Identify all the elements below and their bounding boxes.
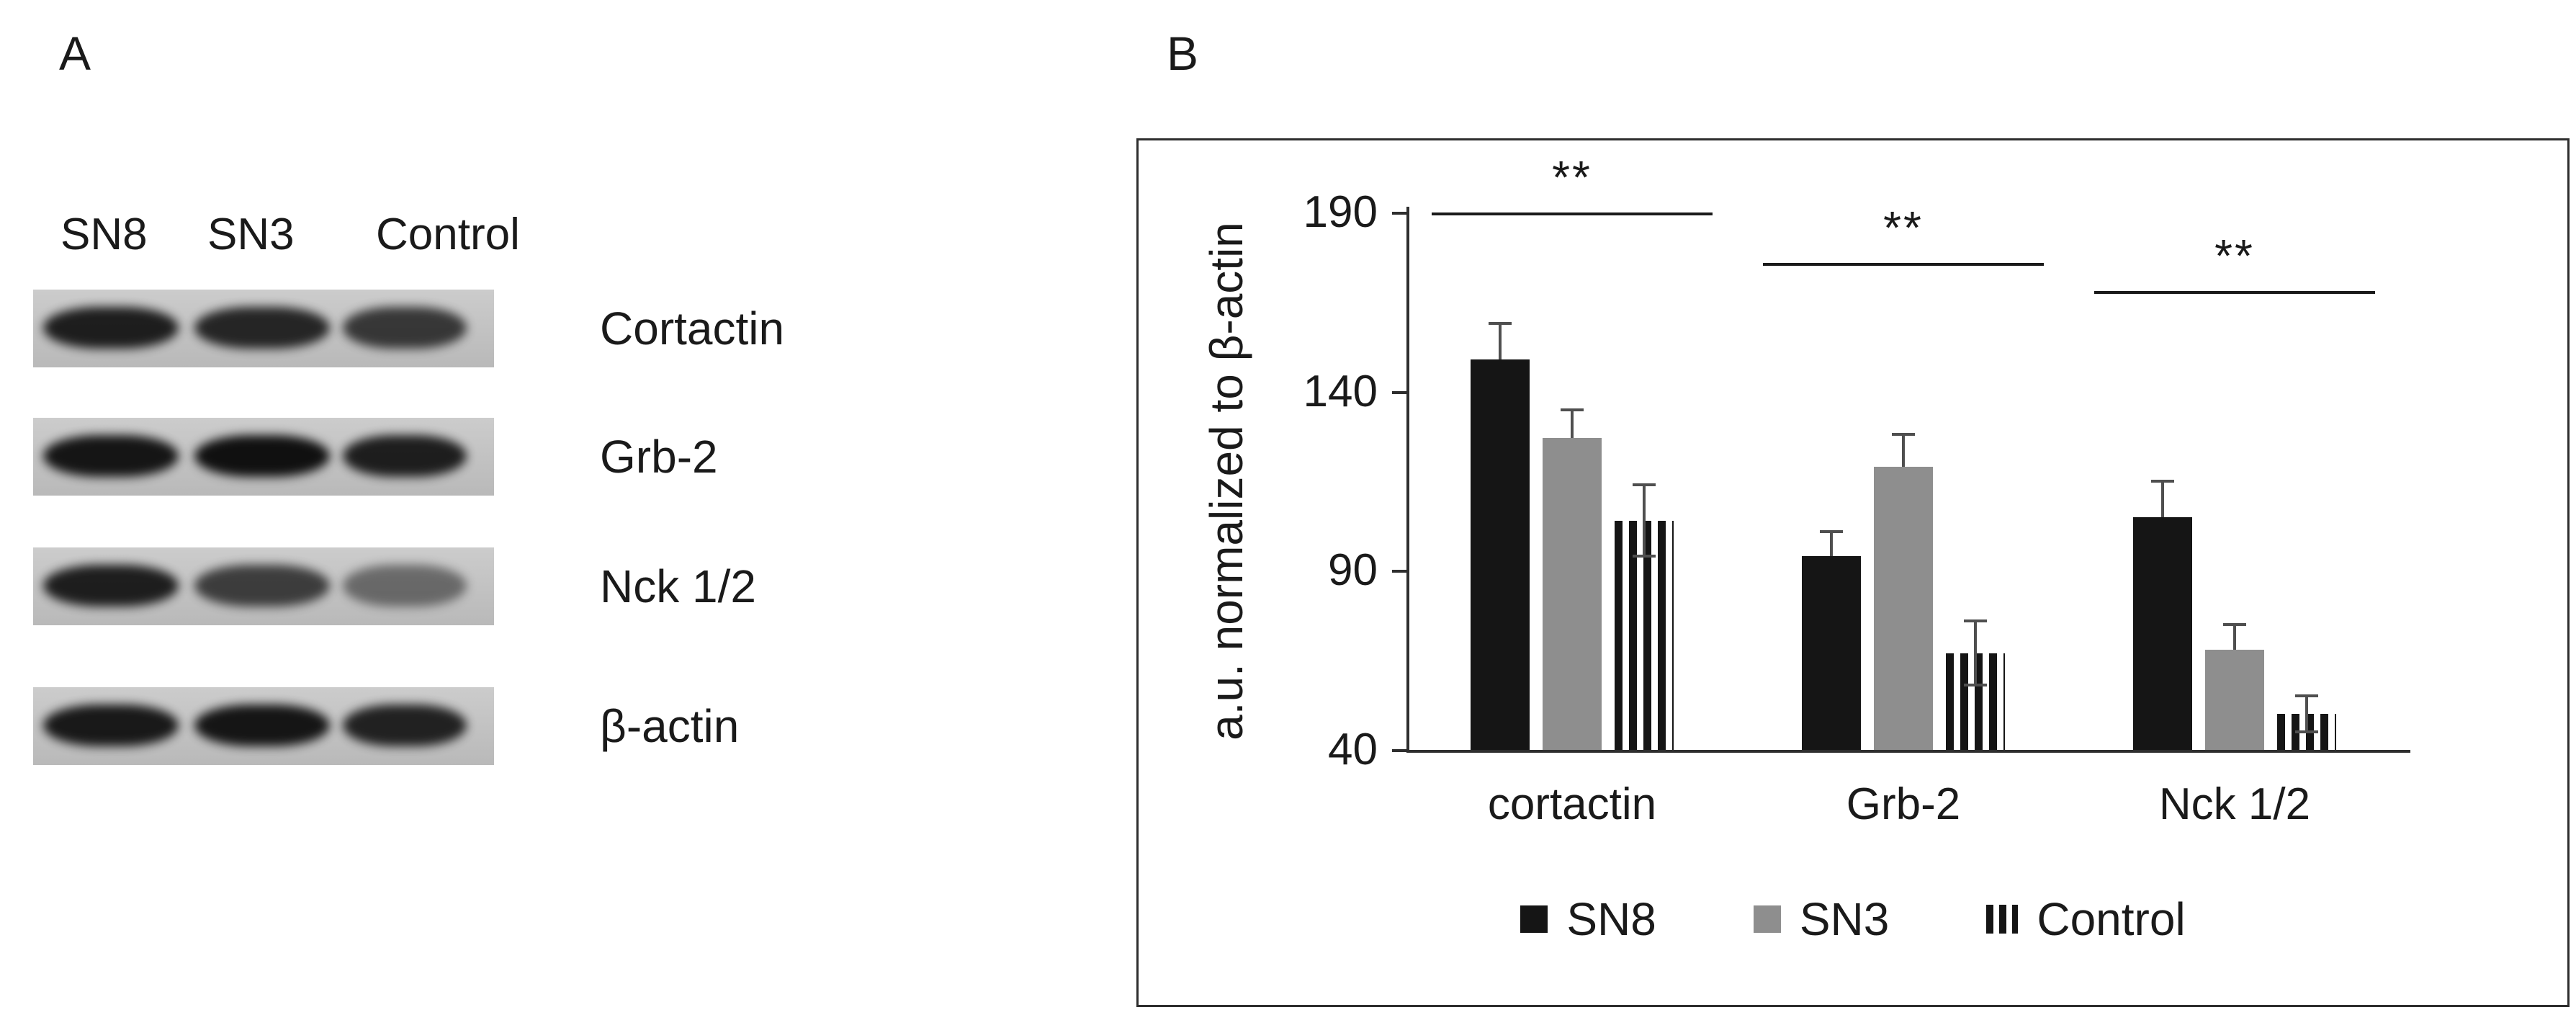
- error-bar-line: [1499, 323, 1502, 359]
- y-tick-mark: [1392, 390, 1406, 394]
- blot-row-label: β-actin: [600, 700, 740, 752]
- panel-b-label: B: [1167, 27, 1199, 80]
- error-bar-line: [1830, 531, 1833, 557]
- blot-band: [343, 704, 467, 746]
- error-bar-cap: [2295, 730, 2318, 734]
- legend-item-sn3: SN3: [1753, 892, 1890, 946]
- legend-label: SN3: [1799, 893, 1890, 945]
- blot-band: [43, 307, 179, 349]
- y-axis-line: [1406, 207, 1409, 753]
- bar-sn8-cortactin: [1471, 359, 1530, 750]
- legend-swatch-sn3: [1753, 905, 1781, 933]
- lane-label-sn3: SN3: [207, 210, 295, 259]
- error-bar-cap: [1633, 483, 1656, 486]
- y-tick-label: 90: [1328, 545, 1378, 596]
- panel-a-label: A: [59, 27, 91, 80]
- error-bar-line: [1643, 484, 1646, 557]
- error-bar-line: [2233, 624, 2236, 650]
- error-bar-cap: [1489, 322, 1512, 326]
- bar-sn8-nck-1-2: [2133, 516, 2192, 750]
- legend-label: Control: [2037, 893, 2186, 945]
- blot-strip: [33, 418, 494, 496]
- y-tick-mark: [1392, 570, 1406, 573]
- y-tick-label: 140: [1303, 366, 1378, 416]
- error-bar-cap: [1964, 619, 1987, 622]
- x-category-label: Nck 1/2: [2158, 779, 2311, 829]
- significance-label: **: [1552, 151, 1592, 203]
- blot-band: [343, 565, 467, 607]
- error-bar-cap: [1820, 529, 1843, 533]
- error-bar-cap: [1561, 408, 1584, 411]
- blot-band: [194, 704, 330, 746]
- y-tick-mark: [1392, 749, 1406, 752]
- blot-band: [343, 435, 467, 477]
- blot-row-label: Nck 1/2: [600, 560, 756, 612]
- chart-legend: SN8 SN3 Control: [1139, 892, 2567, 946]
- bar-sn3-grb-2: [1874, 467, 1933, 750]
- error-bar-cap: [2295, 694, 2318, 698]
- blot-strip: [33, 547, 494, 625]
- x-axis-line: [1406, 750, 2410, 753]
- legend-label: SN8: [1566, 893, 1656, 945]
- bar-sn8-grb-2: [1802, 556, 1861, 750]
- error-bar-line: [1974, 620, 1977, 686]
- legend-item-sn8: SN8: [1520, 892, 1656, 946]
- blot-row-label: Grb-2: [600, 431, 718, 483]
- significance-label: **: [1883, 201, 1924, 254]
- blot-band: [194, 435, 330, 477]
- y-tick-label: 40: [1328, 725, 1378, 774]
- blot-band: [194, 307, 330, 349]
- blot-panel: Cortactin Grb-2 Nck 1/2 β-actin: [33, 290, 969, 808]
- blot-row-label: Cortactin: [600, 303, 785, 354]
- blot-band: [43, 565, 179, 607]
- significance-line: [1763, 262, 2044, 266]
- bar-chart-panel: a.u. normalized to β-actin 40 90 140 190 cor…: [1136, 138, 2570, 1007]
- significance-line: [1432, 212, 1713, 215]
- blot-strip: [33, 290, 494, 367]
- blot-row: Grb-2: [33, 418, 969, 496]
- error-bar-cap: [1892, 433, 1915, 437]
- blot-row: Cortactin: [33, 290, 969, 367]
- blot-lane-labels: SN8 SN3 Control: [33, 209, 609, 264]
- y-tick-mark: [1392, 212, 1406, 215]
- error-bar-line: [2161, 481, 2164, 517]
- error-bar-line: [1902, 434, 1905, 468]
- blot-strip: [33, 687, 494, 765]
- y-tick-label: 190: [1303, 187, 1378, 237]
- plot-area: 40 90 140 190 cortactin ** Grb-2 ** Nck 1/2 **: [1139, 140, 2567, 1005]
- blot-row: β-actin: [33, 687, 969, 765]
- legend-item-control: Control: [1986, 892, 2186, 946]
- error-bar-cap: [2223, 622, 2246, 626]
- bar-control-cortactin: [1615, 520, 1674, 750]
- significance-line: [2094, 291, 2375, 295]
- error-bar-cap: [2151, 480, 2174, 483]
- error-bar-line: [2305, 696, 2308, 733]
- legend-swatch-sn8: [1520, 905, 1548, 933]
- blot-band: [43, 704, 179, 746]
- blot-row: Nck 1/2: [33, 547, 969, 625]
- blot-band: [194, 565, 330, 607]
- legend-swatch-control: [1986, 905, 2019, 934]
- significance-label: **: [2214, 230, 2255, 282]
- x-category-label: cortactin: [1487, 779, 1657, 829]
- lane-label-control: Control: [376, 210, 520, 259]
- bar-sn3-nck-1-2: [2205, 649, 2264, 750]
- error-bar-cap: [1633, 555, 1656, 558]
- blot-band: [43, 435, 179, 477]
- blot-band: [343, 307, 467, 349]
- lane-label-sn8: SN8: [60, 210, 148, 259]
- x-category-label: Grb-2: [1846, 779, 1961, 829]
- error-bar-line: [1571, 409, 1574, 439]
- bar-sn3-cortactin: [1543, 438, 1602, 750]
- error-bar-cap: [1964, 684, 1987, 687]
